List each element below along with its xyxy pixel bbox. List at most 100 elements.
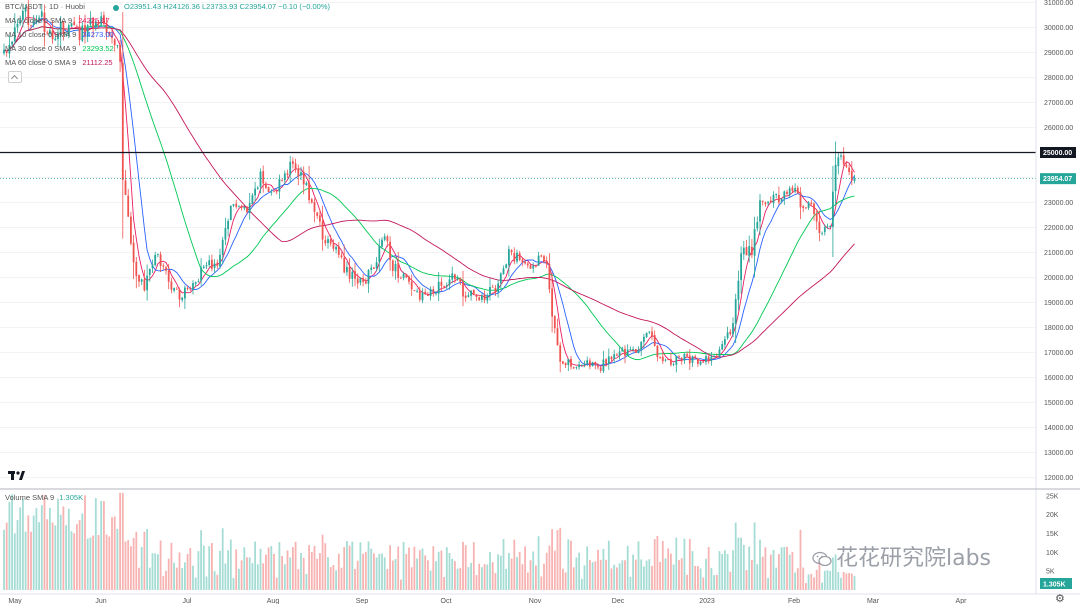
volume-bar [292,547,294,590]
candle-body [748,246,751,257]
legend-collapse-button[interactable] [8,71,22,83]
candle-body [248,203,251,213]
volume-bar [481,567,483,590]
volume-bar [599,559,602,590]
candle-body [232,204,235,206]
candle-body [543,256,545,262]
volume-bar [405,553,408,590]
volume-bar [545,552,548,590]
candle [478,296,481,301]
candle [753,216,756,278]
gear-icon[interactable]: ⚙ [1055,593,1065,605]
volume-bar [667,548,670,590]
legend-ma30[interactable]: MA 30 close 0 SMA 9 23293.52 [5,44,114,53]
candle-body [440,281,443,286]
candle [97,20,100,29]
legend-ma5[interactable]: MA 5 close 0 SMA 9 24225.67 [5,16,110,25]
candle [850,161,853,186]
candle [456,275,459,281]
volume-bar [732,550,734,590]
volume-bar [146,528,148,590]
candle [111,29,113,44]
volume-bar [337,553,340,590]
candle [389,236,391,271]
candle [267,186,270,193]
candle-body [435,292,437,294]
candle [578,361,580,370]
legend-ma10[interactable]: MA 10 close 0 SMA 9 24273.00 [5,30,114,39]
last-volume-text: 1.305K [1043,582,1066,589]
volume-bar [286,550,289,590]
legend-ma60[interactable]: MA 60 close 0 SMA 9 21112.25 [5,58,113,67]
candle [92,16,94,38]
price-tick-label: 26000.00 [1044,125,1073,132]
candle-body [132,242,135,263]
candle [351,267,354,287]
volume-bar [780,547,783,590]
candle [575,366,578,370]
candle-body [634,349,637,353]
candle-body [130,216,132,244]
candle [232,203,235,208]
candle [686,352,688,357]
volume-bar [86,538,89,590]
candle-body [162,265,165,267]
candle-body [437,281,440,294]
candle [251,193,254,205]
tradingview-logo-icon[interactable] [8,470,26,482]
candle [356,273,359,289]
volume-bar [297,569,300,590]
volume-tick-label: 25K [1046,493,1059,500]
candle [246,205,248,214]
volume-bar [621,560,624,590]
volume-bar [807,574,810,590]
candle [691,355,694,368]
candle [589,358,591,370]
candle [81,21,84,43]
candle [653,330,656,347]
volume-bar [267,547,270,590]
candle-body [100,16,103,25]
candle-body [410,281,413,290]
volume-bar [840,577,842,590]
candle [670,352,672,367]
candle-body [67,25,70,35]
volume-bar [5,522,8,590]
candle-body [721,343,724,350]
candle-body [610,356,613,360]
candle-body [672,364,675,366]
volume-bar [834,554,837,590]
volume-legend[interactable]: Volume SMA 9 1.305K [5,493,83,502]
last-price-bg [1040,173,1076,185]
volume-bar [648,559,651,590]
volume-bar [38,522,40,590]
ma-line-5 [3,16,855,367]
candle [262,165,265,193]
candle-body [178,289,181,300]
volume-bar [43,495,46,590]
volume-bar [40,505,43,590]
candle-body [572,367,575,369]
candle-body [653,335,656,346]
candle [383,233,386,242]
candle-body [829,225,832,228]
candle [11,40,13,48]
candle [197,278,200,283]
candle [16,18,19,34]
volume-bar [702,577,705,590]
candle [572,366,575,369]
candle-body [688,355,691,364]
candle-body [86,25,89,37]
candle-body [329,239,332,244]
candle [464,291,467,302]
time-tick-label: Dec [612,598,625,604]
candle [310,197,313,204]
candle-body [70,23,73,27]
volume-bar [483,564,486,590]
candle [256,185,259,190]
candle-body [35,20,38,23]
candle [599,366,602,373]
volume-bar [742,544,745,590]
volume-bar [194,577,197,590]
